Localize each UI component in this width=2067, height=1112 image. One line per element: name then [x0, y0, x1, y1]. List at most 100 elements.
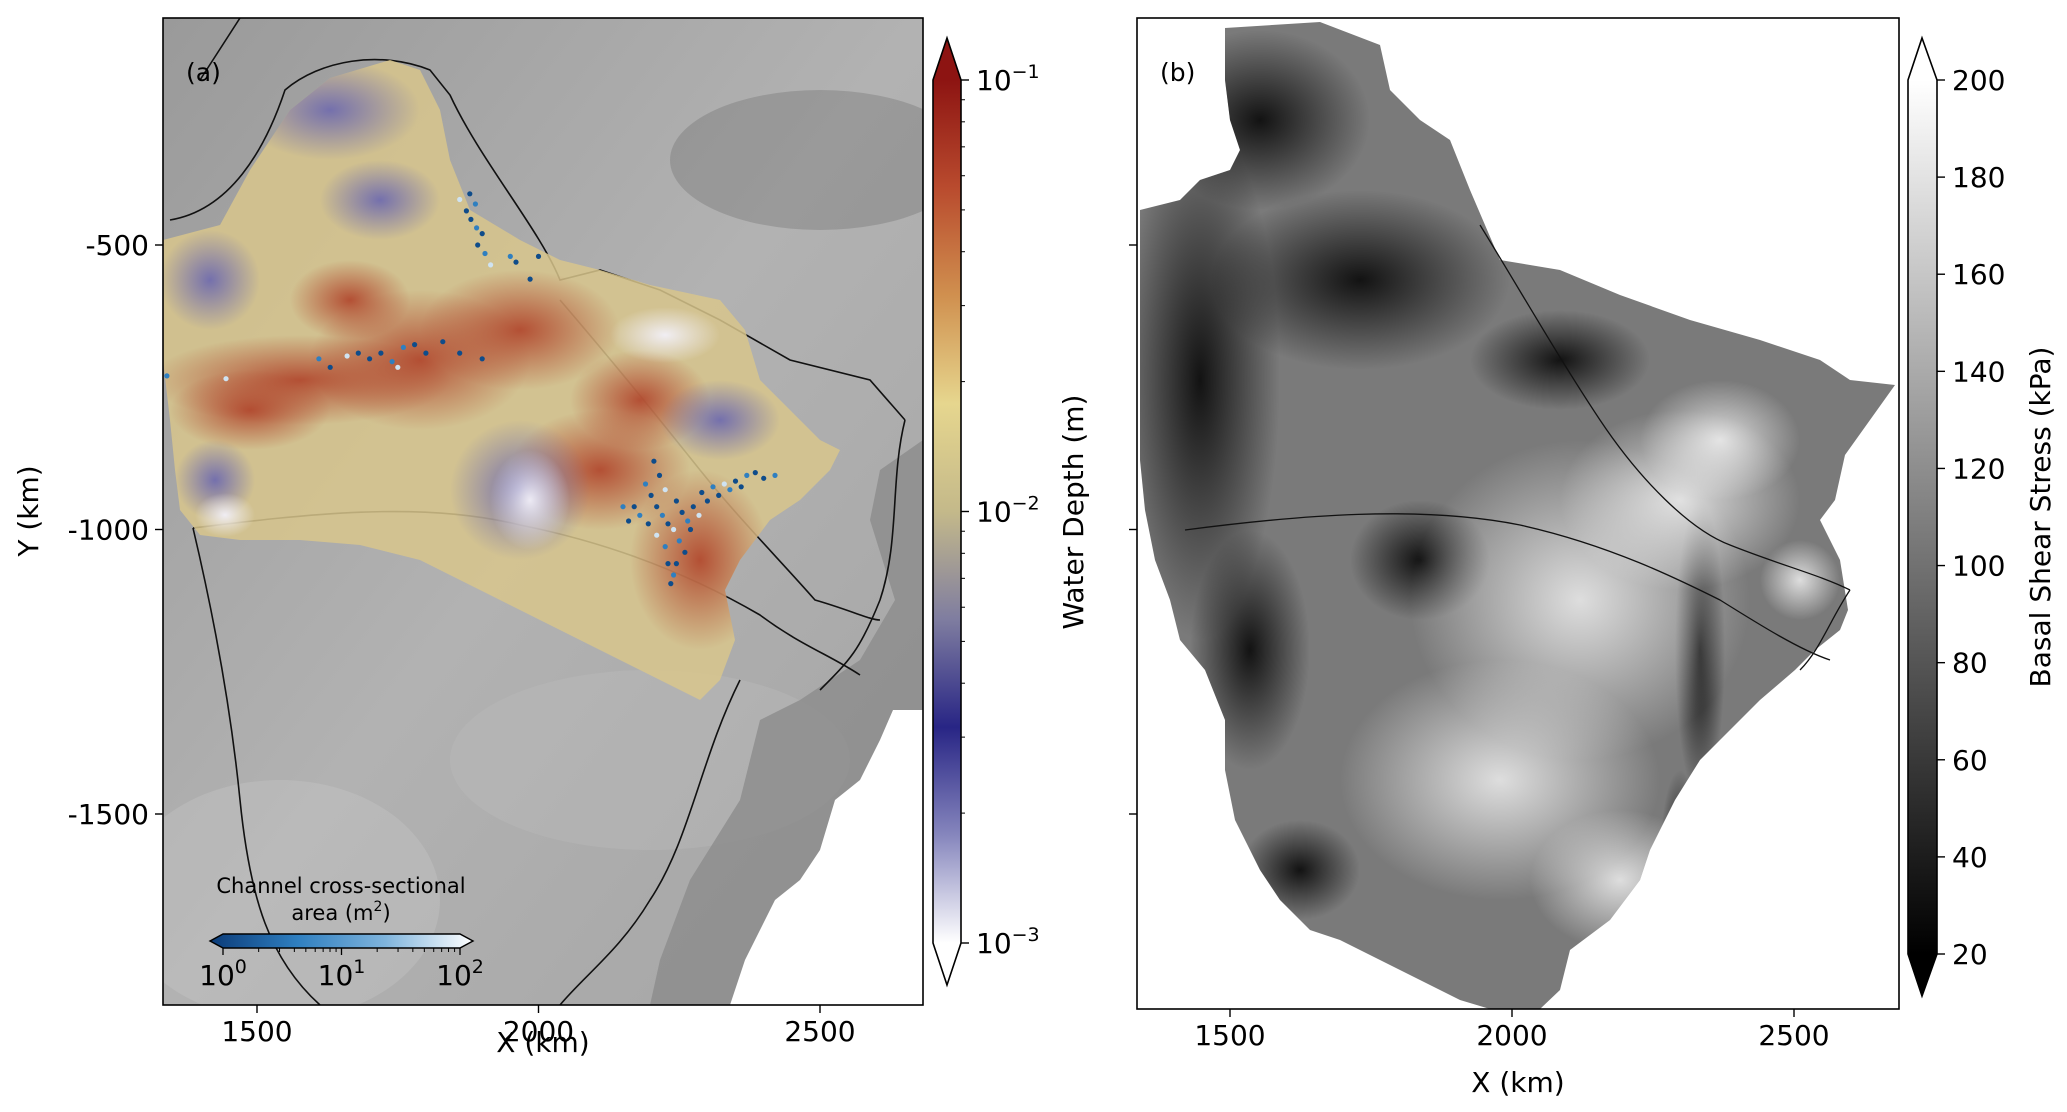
channel-point [355, 350, 361, 356]
panel-a-axes: 1500 2000 2500 -500 -1000 -1500 [68, 229, 856, 1048]
channel-legend-tick-label: 102 [436, 956, 484, 992]
stress-colorbar-tick-label: 40 [1952, 841, 1988, 874]
panel-a-x-tick-label: 1500 [221, 1015, 292, 1048]
stress-colorbar-tick-label: 180 [1952, 161, 2005, 194]
channel-point [668, 581, 674, 587]
channel-point [457, 196, 463, 203]
channel-point [716, 492, 722, 498]
channel-point [527, 276, 533, 282]
panel-b-x-tick-label: 2500 [1758, 1019, 1829, 1052]
water-depth-patch [320, 160, 440, 240]
panel-a-basin-outline-left [192, 527, 321, 1005]
channel-point [637, 512, 643, 518]
panel-b-x-tick-label: 2000 [1476, 1019, 1547, 1052]
channel-point [651, 458, 657, 464]
water-depth-patch [660, 380, 780, 460]
channel-legend-colorbar [208, 933, 475, 949]
stress-colorbar-label: Basal Shear Stress (kPa) [2024, 347, 2057, 688]
channel-point [721, 481, 727, 487]
stress-patch [1530, 810, 1710, 950]
channel-point [631, 504, 637, 510]
water-depth-patch [420, 270, 620, 390]
panel-b-x-axis-label: X (km) [1471, 1066, 1564, 1099]
channel-point [727, 487, 733, 493]
stress-colorbar-tick-label: 60 [1952, 744, 1988, 777]
channel-point [474, 225, 480, 231]
channel-point [704, 498, 711, 504]
stress-colorbar-tick-label: 20 [1952, 938, 1988, 971]
stress-patch [1470, 310, 1650, 410]
channel-point [752, 470, 758, 476]
channel-point [389, 359, 395, 365]
channel-point [400, 344, 406, 350]
channel-point [463, 208, 469, 214]
water-depth-patch [195, 493, 255, 537]
channel-points [164, 191, 778, 587]
panel-a-label: (a) [186, 58, 221, 87]
channel-point [772, 472, 778, 478]
water-depth-patch [170, 370, 330, 450]
stress-colorbar-ticks: 20 40 60 80 100 120 140 160 180 200 [1937, 64, 2005, 971]
channel-point [468, 216, 474, 222]
channel-point [472, 201, 478, 207]
channel-point [690, 504, 696, 510]
panel-b-label: (b) [1160, 58, 1195, 87]
channel-point [659, 512, 666, 518]
stress-colorbar-body [1908, 80, 1937, 954]
channel-point [620, 504, 626, 510]
channel-point [744, 472, 750, 478]
water-depth-patch [290, 260, 410, 340]
channel-point [710, 484, 716, 490]
channel-point [223, 376, 229, 382]
water-colorbar-tick-label: 10−1 [976, 61, 1040, 97]
channel-point [679, 509, 685, 515]
channel-point [535, 253, 542, 259]
channel-legend-ticks: 100 101 102 [199, 948, 484, 992]
water-colorbar-extend-min [933, 943, 961, 985]
water-colorbar-tick-label: 10−2 [976, 493, 1040, 529]
panel-a-coastline-right [819, 419, 906, 691]
channel-point [479, 231, 485, 237]
panel-b: (b) 1500 2000 2500 X (km) 20 40 60 80 100 120 14… [1129, 17, 2057, 1099]
panel-a-no-data-region [730, 710, 923, 1005]
panel-a-y-tick-label: -500 [85, 229, 149, 262]
water-colorbar-tick-label: 10−3 [976, 924, 1040, 960]
channel-point [164, 373, 170, 379]
channel-point [395, 364, 401, 370]
channel-point [488, 262, 494, 268]
panel-b-x-tick-label: 1500 [1194, 1019, 1265, 1052]
stress-colorbar-tick-label: 120 [1952, 452, 2005, 485]
channel-point [327, 364, 333, 370]
channel-point [479, 356, 485, 362]
stress-colorbar: 20 40 60 80 100 120 140 160 180 200 Basal Shear S… [1907, 35, 2057, 999]
panel-a: (a) Channel cross-sectional Channel cros… [12, 17, 1090, 1059]
water-depth-patch [490, 450, 570, 550]
channel-point [685, 518, 691, 524]
channel-point [316, 356, 322, 362]
channel-legend-title-end: ) [382, 901, 390, 925]
channel-point [475, 242, 481, 248]
panel-b-axes: 1500 2000 2500 [1129, 244, 1830, 1052]
channel-point [642, 481, 649, 487]
stress-colorbar-extend-min [1908, 954, 1937, 996]
stress-patch [1640, 380, 1800, 500]
channel-legend-title-line1: Channel cross-sectional [216, 874, 465, 898]
stress-patch [1210, 190, 1510, 370]
panel-a-x-axis-label: X (km) [496, 1026, 589, 1059]
channel-point [654, 504, 660, 510]
channel-point [457, 350, 463, 356]
stress-colorbar-extend-max [1908, 38, 1937, 80]
channel-legend-title-area: area (m [291, 901, 373, 925]
channel-point [738, 484, 744, 490]
channel-point [665, 561, 671, 567]
channel-point [699, 489, 705, 496]
stress-patch [1190, 530, 1310, 770]
stress-patch [1240, 820, 1360, 920]
stress-colorbar-tick-label: 200 [1952, 64, 2005, 97]
channel-point [671, 572, 677, 578]
panel-a-axes-frame [162, 17, 924, 1006]
channel-point [507, 253, 513, 259]
panel-a-grounding-line [559, 679, 741, 1005]
